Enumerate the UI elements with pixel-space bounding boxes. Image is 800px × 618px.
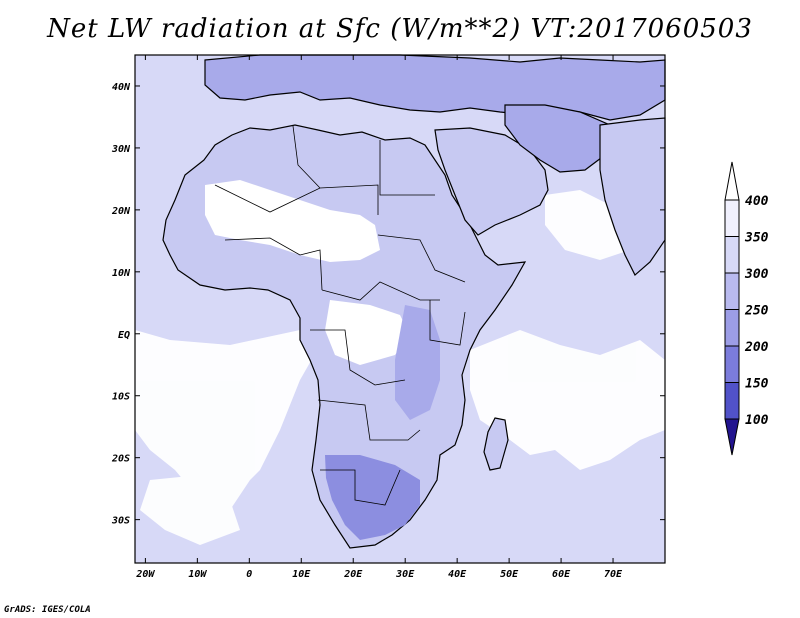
colorbar-label: 150 bbox=[745, 377, 769, 392]
sahara-white bbox=[205, 180, 380, 262]
border-congo bbox=[310, 329, 406, 386]
colorbar-segment bbox=[724, 309, 740, 347]
lat-tick-label: 10S bbox=[112, 392, 130, 403]
lon-tick-label: 40E bbox=[448, 569, 467, 580]
colorbar-under-arrow bbox=[724, 418, 740, 456]
ocean-white-patches bbox=[135, 190, 665, 545]
lon-tick-label: 50E bbox=[500, 569, 519, 580]
colorbar-over-arrow bbox=[724, 161, 740, 201]
colorbar-segment bbox=[724, 199, 740, 237]
lat-tick-label: 40N bbox=[112, 82, 131, 93]
southern-africa-dark bbox=[325, 455, 420, 540]
map-title: Net LW radiation at Sfc (W/m**2) VT:2017… bbox=[47, 14, 753, 44]
latitude-axis: 40N 30N 20N 10N EQ 10S 20S 30S bbox=[111, 82, 665, 527]
lon-tick-label: 20W bbox=[135, 569, 155, 580]
border-southern bbox=[320, 469, 401, 506]
lat-tick-label: EQ bbox=[118, 330, 130, 341]
iran-land bbox=[504, 104, 611, 173]
lat-tick-label: 30N bbox=[111, 144, 131, 155]
longitude-axis: 20W 10W 0 10E 20E 30E 40E 50E 60E 70E bbox=[135, 55, 623, 580]
country-borders bbox=[214, 125, 466, 506]
lon-tick-label: 0 bbox=[246, 569, 252, 580]
lon-tick-label: 70E bbox=[604, 569, 623, 580]
colorbar-label: 300 bbox=[744, 267, 769, 282]
white-patch-indian-ocean bbox=[470, 330, 665, 470]
border-north bbox=[292, 125, 321, 189]
white-patch-south-atlantic-low bbox=[140, 475, 240, 545]
lon-tick-label: 10W bbox=[188, 569, 207, 580]
lat-tick-label: 20S bbox=[111, 454, 130, 465]
colorbar-segment bbox=[724, 236, 740, 274]
footer-credit: GrADS: IGES/COLA bbox=[4, 605, 91, 615]
border-egypt bbox=[379, 140, 435, 196]
colorbar-label: 200 bbox=[744, 340, 769, 355]
white-patch-west-atlantic bbox=[135, 330, 320, 510]
lat-tick-label: 20N bbox=[111, 206, 131, 217]
colorbar-label: 250 bbox=[744, 304, 769, 319]
east-africa-mid bbox=[395, 305, 440, 420]
lat-tick-label: 10N bbox=[112, 268, 131, 279]
border-west bbox=[224, 237, 323, 291]
lon-tick-label: 10E bbox=[292, 569, 311, 580]
colorbar-segment bbox=[724, 272, 740, 310]
colorbar-label: 350 bbox=[744, 231, 769, 246]
india-land bbox=[599, 117, 666, 276]
lon-tick-label: 20E bbox=[343, 569, 363, 580]
madagascar bbox=[483, 417, 509, 471]
arabia-land bbox=[434, 127, 549, 236]
colorbar: 400 350 300 250 200 150 100 bbox=[724, 161, 769, 456]
border-sudan bbox=[377, 234, 466, 283]
border-south-central bbox=[317, 399, 421, 441]
colorbar-segment bbox=[724, 345, 740, 383]
land-masses bbox=[162, 54, 666, 549]
lon-tick-label: 30E bbox=[395, 569, 415, 580]
border-east bbox=[429, 300, 466, 346]
map-frame-group: 40N 30N 20N 10N EQ 10S 20S 30S 20W 10W 0 10E 20E 30E… bbox=[111, 54, 666, 580]
map-frame bbox=[134, 54, 666, 564]
colorbar-label: 100 bbox=[745, 413, 769, 428]
border-central bbox=[321, 281, 440, 301]
central-africa-white bbox=[325, 300, 410, 365]
colorbar-segment bbox=[724, 382, 740, 420]
lat-tick-label: 30S bbox=[111, 516, 130, 527]
colorbar-label: 400 bbox=[745, 194, 769, 209]
lon-tick-label: 60E bbox=[552, 569, 571, 580]
